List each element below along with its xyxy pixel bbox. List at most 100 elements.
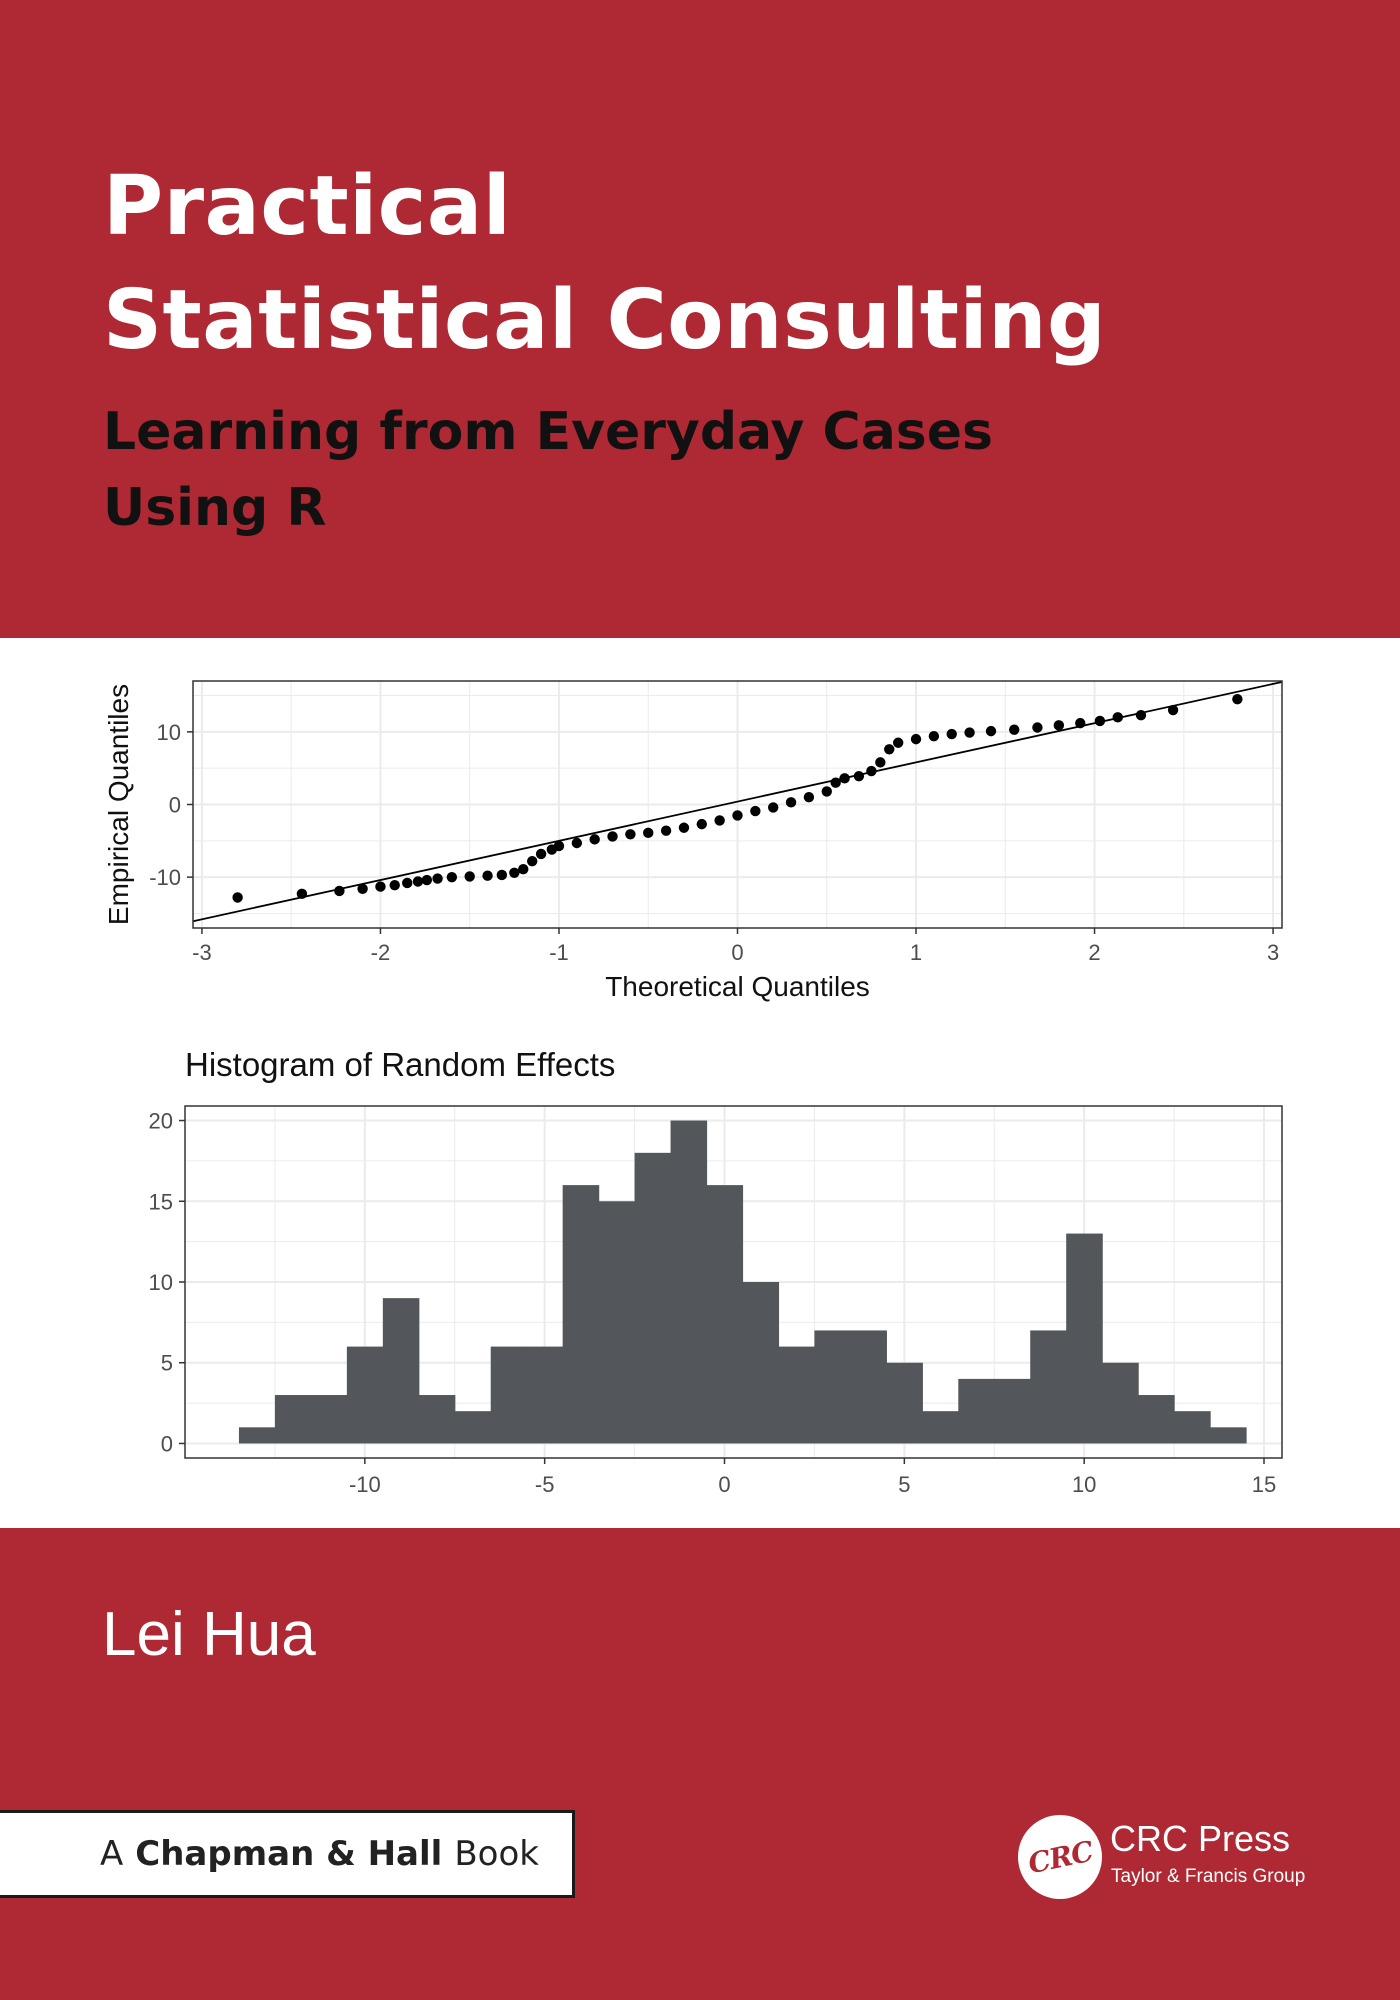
hist-y-tick-label: 5	[161, 1351, 173, 1376]
qq-point	[1094, 715, 1106, 727]
hist-bar	[454, 1411, 492, 1444]
publisher-group: Taylor & Francis Group	[1111, 1866, 1306, 1887]
qq-point	[830, 777, 841, 788]
author-name: Lei Hua	[102, 1600, 316, 1669]
hist-bar	[994, 1378, 1031, 1444]
hist-bar	[886, 1362, 923, 1444]
hist-bar	[670, 1120, 708, 1444]
cover-top-band: Practical Statistical Consulting Learnin…	[0, 0, 1400, 638]
hist-bar	[1138, 1395, 1175, 1444]
chart-panel: -3 -2 -1 0 1 2 3 -10 0 10 Theoretical Quantiles Emp…	[0, 638, 1400, 1528]
qq-point	[750, 805, 761, 817]
qq-x-axis-label: Theoretical Quantiles	[605, 971, 870, 1002]
hist-y-tick-label: 20	[149, 1109, 173, 1134]
qq-point	[785, 797, 797, 808]
qq-point	[535, 848, 547, 860]
qq-point	[464, 871, 475, 882]
qq-point	[1032, 722, 1043, 733]
qq-x-tick-label: -1	[549, 940, 569, 965]
qq-y-tick-label: -10	[149, 865, 181, 890]
hist-bar	[1066, 1233, 1103, 1444]
hist-x-tick-label: 10	[1072, 1472, 1096, 1497]
qq-point	[334, 885, 345, 897]
qq-point	[839, 773, 850, 784]
series-suffix: Book	[454, 1834, 539, 1874]
qq-point	[892, 737, 904, 748]
qq-point	[875, 757, 886, 768]
qq-y-axis-label: Empirical Quantiles	[103, 684, 134, 925]
qq-point	[678, 822, 690, 833]
qq-point	[518, 863, 529, 875]
qq-x-tick-label: -3	[192, 940, 212, 965]
hist-bar	[706, 1185, 744, 1444]
qq-point	[432, 873, 443, 884]
qq-point	[1232, 693, 1243, 705]
hist-bar	[1102, 1362, 1139, 1444]
hist-x-tick-label: 0	[718, 1472, 730, 1497]
qq-point	[821, 786, 832, 797]
hist-bar	[1030, 1330, 1067, 1444]
book-title-line1: Practical	[103, 159, 512, 254]
qq-point	[985, 725, 997, 737]
hist-bar	[382, 1298, 420, 1444]
hist-bar	[490, 1346, 528, 1444]
hist-title: Histogram of Random Effects	[185, 1046, 615, 1083]
qq-point	[625, 829, 636, 840]
qq-point	[964, 727, 975, 738]
hist-bar	[526, 1346, 564, 1444]
qq-point	[696, 818, 707, 830]
qq-point	[884, 744, 895, 755]
hist-y-tick-label: 15	[149, 1189, 173, 1214]
hist-x-tick-label: 5	[898, 1472, 910, 1497]
qq-point	[853, 770, 865, 782]
hist-y-tick-label: 10	[149, 1270, 173, 1295]
qq-point	[1135, 709, 1147, 721]
qq-point	[946, 728, 957, 740]
qq-point	[509, 867, 520, 878]
hist-bar	[634, 1152, 672, 1444]
qq-point	[1112, 712, 1123, 723]
hist-x-tick-label: -10	[349, 1472, 381, 1497]
hist-bar	[562, 1185, 600, 1444]
qq-y-tick-label: 0	[169, 793, 181, 818]
hist-bar	[778, 1346, 816, 1444]
hist-bar	[274, 1395, 312, 1444]
qq-point	[643, 827, 654, 839]
qq-point	[928, 731, 940, 742]
qq-point	[1075, 717, 1086, 729]
hist-bar	[238, 1427, 276, 1444]
qq-point	[660, 825, 672, 836]
qq-y-tick-label: 10	[157, 720, 181, 745]
series-badge: A Chapman & Hall Book	[0, 1810, 575, 1898]
qq-x-tick-label: 1	[910, 940, 922, 965]
publisher-logo-text: CRC	[1024, 1834, 1096, 1880]
qq-point	[607, 831, 618, 842]
qq-point	[375, 881, 386, 892]
publisher-block: CRC CRC Press Taylor & Francis Group	[1018, 1815, 1348, 1905]
qq-point	[732, 810, 743, 821]
hist-bar	[922, 1411, 959, 1444]
qq-point	[1009, 724, 1020, 735]
qq-point	[571, 837, 583, 849]
qq-x-tick-label: 0	[731, 940, 743, 965]
hist-bar	[742, 1282, 780, 1444]
hist-bar	[958, 1378, 995, 1444]
publisher-name: CRC Press	[1110, 1818, 1291, 1859]
hist-bar	[346, 1346, 384, 1444]
series-name: Chapman & Hall	[135, 1834, 443, 1874]
qq-point	[412, 876, 424, 887]
qq-point	[357, 883, 368, 894]
hist-bar	[1210, 1427, 1247, 1444]
qq-point	[232, 892, 243, 903]
qq-point	[496, 869, 508, 881]
hist-bar	[418, 1395, 456, 1444]
qq-point	[402, 877, 413, 889]
publisher-logo-icon: CRC	[1018, 1815, 1102, 1899]
qq-point	[389, 879, 400, 891]
hist-x-tick-label: -5	[535, 1472, 555, 1497]
qq-x-tick-label: -2	[371, 940, 391, 965]
qq-point	[526, 855, 538, 867]
hist-bar	[310, 1395, 348, 1444]
qq-point	[446, 871, 458, 883]
